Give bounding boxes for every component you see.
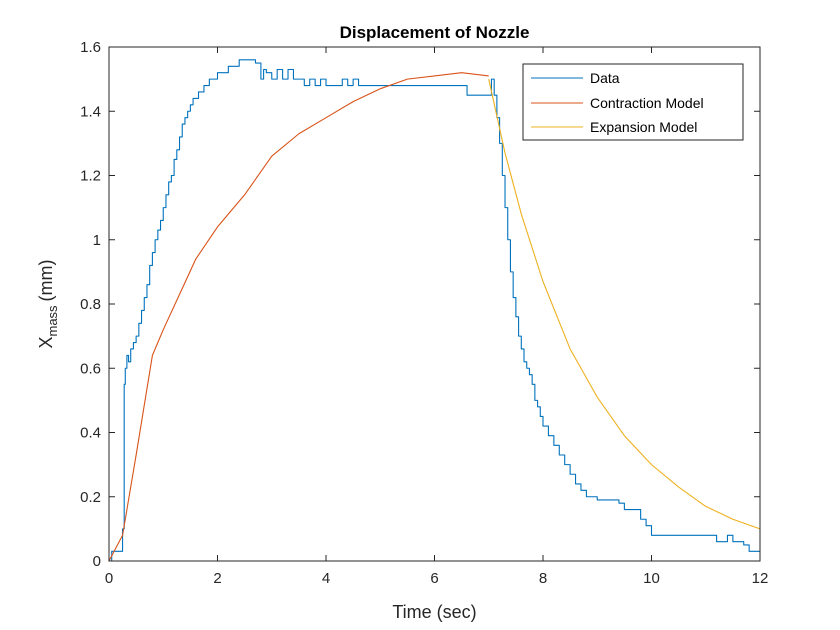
- y-tick-label: 0.6: [80, 360, 101, 377]
- legend-label-contraction-model: Contraction Model: [590, 95, 704, 111]
- y-axis-label-subscript: mass: [45, 305, 60, 337]
- series-line-data: [109, 59, 760, 562]
- y-tick-label: 1.6: [80, 39, 101, 56]
- y-axis-label: Xmass (mm): [36, 259, 60, 348]
- x-tick-label: 10: [643, 570, 660, 587]
- legend-label-data: Data: [590, 70, 620, 86]
- x-tick-label: 4: [322, 570, 330, 587]
- y-tick-label: 0.8: [80, 296, 101, 313]
- series-line-contraction-model: [108, 72, 489, 562]
- x-tick-label: 0: [105, 570, 113, 587]
- chart-title: Displacement of Nozzle: [340, 23, 530, 42]
- x-axis-label: Time (sec): [392, 602, 476, 622]
- legend-label-expansion-model: Expansion Model: [590, 119, 697, 135]
- y-axis-label-main: X: [36, 337, 56, 349]
- y-tick-label: 0.4: [80, 425, 101, 442]
- y-tick-label: 1: [93, 232, 101, 249]
- y-tick-label: 0: [93, 553, 101, 570]
- series-line-expansion-model: [488, 79, 761, 530]
- x-tick-label: 8: [539, 570, 547, 587]
- tick-layer: 0 2 4 6 8 10 12 0 0.2 0.4 0.6 0.8 1 1.2 1.4 1.6: [80, 39, 768, 587]
- y-axis-label-unit: (mm): [36, 259, 56, 301]
- y-tick-label: 1.4: [80, 103, 101, 120]
- y-tick-label: 0.2: [80, 489, 101, 506]
- series-layer: [108, 59, 761, 562]
- x-tick-label: 6: [430, 570, 438, 587]
- x-tick-label: 12: [752, 570, 769, 587]
- legend: Data Contraction Model Expansion Model: [522, 63, 744, 141]
- y-tick-label: 1.2: [80, 168, 101, 185]
- x-tick-label: 2: [213, 570, 221, 587]
